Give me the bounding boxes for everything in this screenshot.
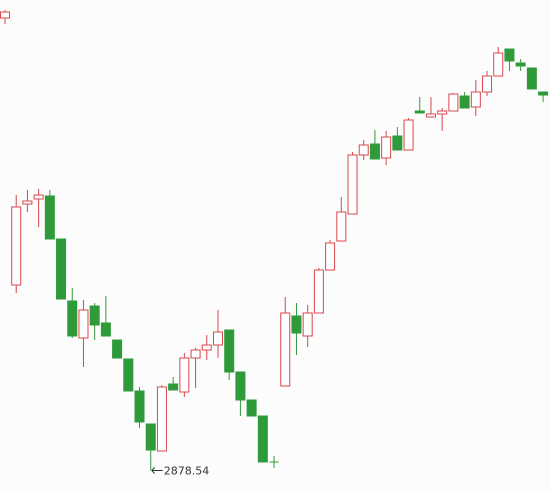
candle-body xyxy=(448,93,459,112)
candle-body xyxy=(392,135,403,151)
candle-body xyxy=(56,238,67,300)
candle-body xyxy=(325,242,336,271)
candle-body xyxy=(291,315,302,334)
candle-body xyxy=(257,415,268,463)
candle-body xyxy=(212,331,223,346)
candle-body xyxy=(369,143,380,160)
candle-body xyxy=(190,349,201,359)
candle-body xyxy=(11,206,22,286)
low-annotation: 2878.54 xyxy=(164,464,210,477)
annotation-arrow xyxy=(151,467,163,474)
candle-body xyxy=(482,75,493,93)
candle-body xyxy=(470,91,481,108)
candle-body xyxy=(179,357,190,393)
candle-body xyxy=(459,95,470,109)
candle-body xyxy=(313,269,324,314)
candle-body xyxy=(538,91,549,96)
candle-body xyxy=(515,62,526,67)
candle-body xyxy=(437,110,448,115)
candle-body xyxy=(134,390,145,423)
candle-body xyxy=(403,119,414,151)
candle-body xyxy=(347,154,358,215)
candle-body xyxy=(89,305,100,326)
candle-body xyxy=(33,194,44,200)
candle-body xyxy=(358,144,369,156)
candle-body xyxy=(246,399,257,417)
candle-body xyxy=(224,329,235,373)
candle-body xyxy=(302,312,313,337)
candle-body xyxy=(78,309,89,339)
candle-body xyxy=(336,211,347,242)
candle-body xyxy=(526,67,537,90)
candle-body xyxy=(235,371,246,401)
candle-body xyxy=(67,300,78,337)
candle-body xyxy=(22,200,33,205)
candle-body xyxy=(414,110,425,114)
candle-body xyxy=(112,339,123,359)
candle-body xyxy=(280,312,291,387)
candle-body xyxy=(201,344,212,351)
candle-body xyxy=(493,52,504,77)
candle-body xyxy=(425,113,436,118)
candle-body xyxy=(0,11,10,19)
candle-body xyxy=(156,386,167,452)
candle-body xyxy=(504,48,515,62)
candle-body xyxy=(100,322,111,337)
candle-body xyxy=(381,136,392,159)
candle-body xyxy=(145,423,156,451)
candle-body xyxy=(123,358,134,392)
candle-body xyxy=(168,383,179,391)
candle-body xyxy=(44,195,55,240)
